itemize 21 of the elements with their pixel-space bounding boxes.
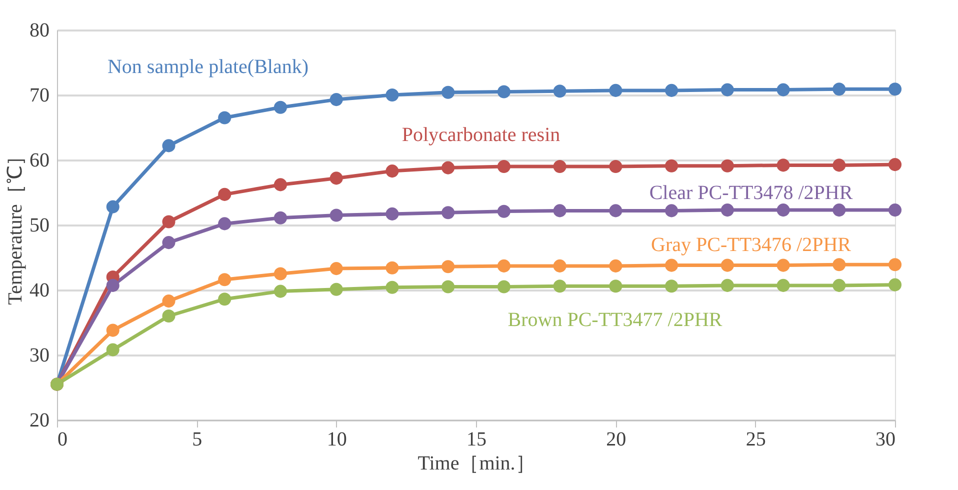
series-label: Non sample plate(Blank)	[107, 56, 309, 78]
series-label: Gray PC-TT3476 /2PHR	[651, 234, 852, 256]
y-tick-label: 60	[30, 150, 50, 172]
x-tick-label: 15	[466, 428, 486, 450]
y-tick-label: 30	[30, 344, 50, 366]
y-tick-label: 70	[30, 84, 50, 106]
x-tick-label: 25	[746, 428, 766, 450]
x-axis-title: Time［min.］	[418, 452, 536, 474]
x-tick-label: 30	[876, 428, 896, 450]
y-tick-label: 80	[30, 20, 50, 42]
series-label: Brown PC-TT3477 /2PHR	[508, 309, 723, 331]
series-label: Polycarbonate resin	[402, 124, 560, 146]
x-tick-label: 0	[58, 428, 68, 450]
y-tick-label: 20	[30, 410, 50, 432]
y-tick-label: 50	[30, 214, 50, 236]
y-axis-title: Temperature［℃］	[4, 146, 26, 305]
x-tick-label: 5	[192, 428, 202, 450]
x-tick-label: 20	[606, 428, 626, 450]
y-tick-label: 40	[30, 280, 50, 302]
x-tick-label: 10	[326, 428, 347, 450]
series-label: Clear PC-TT3478 /2PHR	[649, 182, 854, 204]
